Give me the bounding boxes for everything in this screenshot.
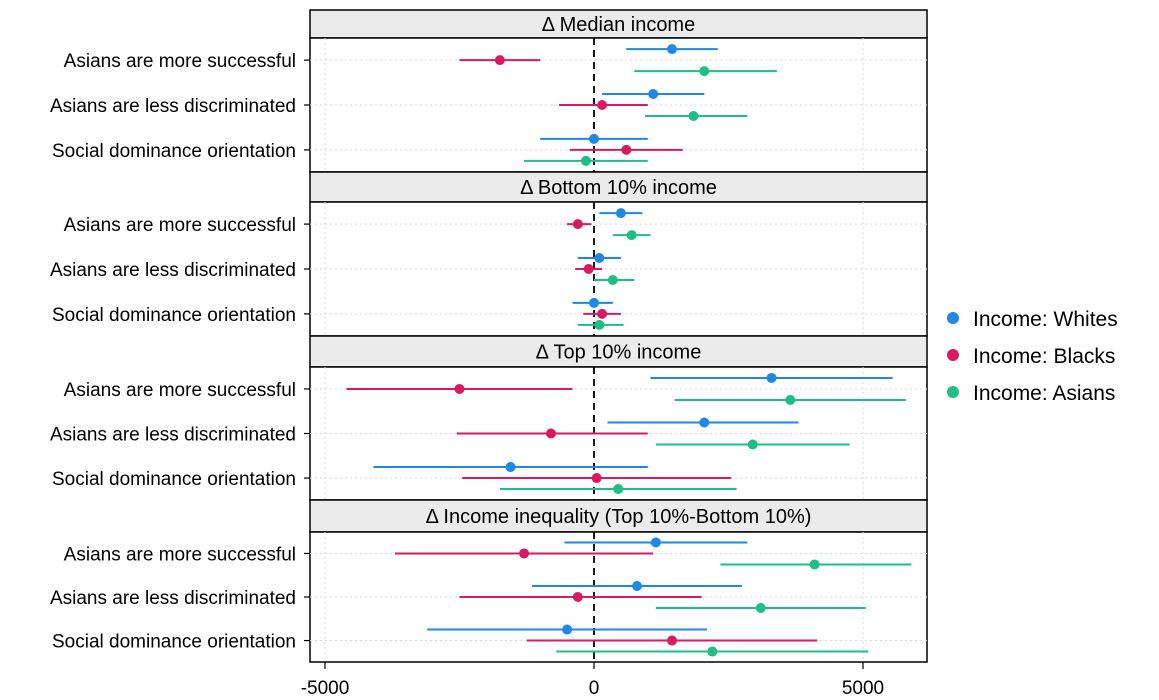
- legend-label: Income: Blacks: [973, 345, 1115, 368]
- x-tick-label: -5000: [301, 678, 350, 699]
- point-estimate: [809, 559, 820, 570]
- legend-marker: [947, 312, 959, 324]
- point-estimate: [454, 383, 465, 394]
- point-estimate: [580, 155, 591, 166]
- point-estimate: [613, 484, 624, 495]
- point-estimate: [594, 319, 605, 330]
- point-estimate: [667, 635, 678, 646]
- point-estimate: [650, 537, 661, 548]
- panel-frame: [309, 201, 928, 337]
- row-label: Asians are more successful: [64, 215, 296, 236]
- row-label: Asians are less discriminated: [50, 425, 296, 446]
- row-label: Asians are less discriminated: [50, 260, 296, 281]
- panel-title: Δ Bottom 10% income: [520, 177, 717, 199]
- legend-label: Income: Asians: [973, 382, 1115, 405]
- point-estimate: [667, 44, 678, 55]
- point-estimate: [597, 100, 608, 110]
- panel-title: Δ Median income: [542, 14, 695, 36]
- panel-4: Δ Income inequality (Top 10%-Bottom 10%)…: [50, 499, 928, 663]
- point-estimate: [699, 66, 710, 77]
- panel-header: [309, 171, 928, 203]
- row-label: Asians are more successful: [64, 380, 296, 401]
- point-estimate: [747, 439, 758, 450]
- row-label: Asians are more successful: [64, 51, 296, 72]
- point-estimate: [519, 548, 530, 559]
- point-estimate: [615, 208, 626, 219]
- point-estimate: [597, 308, 608, 319]
- panel-title: Δ Income inequality (Top 10%-Bottom 10%): [426, 506, 812, 528]
- point-estimate: [583, 264, 594, 274]
- point-estimate: [572, 592, 583, 602]
- panel-title: Δ Top 10% income: [536, 342, 702, 364]
- point-estimate: [589, 297, 599, 308]
- point-estimate: [591, 473, 602, 484]
- point-estimate: [755, 603, 766, 613]
- point-estimate: [562, 624, 573, 635]
- row-label: Asians are less discriminated: [50, 96, 296, 117]
- point-estimate: [545, 428, 556, 439]
- point-estimate: [785, 394, 796, 405]
- point-estimate: [626, 230, 637, 241]
- x-tick-label: 0: [589, 678, 600, 699]
- legend-marker: [947, 386, 959, 398]
- point-estimate: [594, 253, 605, 263]
- row-label: Social dominance orientation: [52, 305, 296, 326]
- point-estimate: [589, 133, 599, 144]
- point-estimate: [607, 275, 618, 285]
- point-estimate: [632, 581, 643, 591]
- point-estimate: [505, 462, 516, 473]
- row-label: Asians are less discriminated: [50, 588, 296, 609]
- legend-label: Income: Whites: [973, 308, 1118, 331]
- point-estimate: [494, 55, 505, 66]
- point-estimate: [648, 89, 659, 99]
- legend: Income: Whites Income: Blacks Income: Asia…: [947, 308, 1118, 405]
- panel-3: Δ Top 10% income Asians are more successf…: [50, 335, 928, 501]
- panel-1: Δ Median income Asians are more successfu…: [50, 9, 928, 173]
- row-label: Social dominance orientation: [52, 141, 296, 162]
- row-label: Social dominance orientation: [52, 632, 296, 653]
- legend-marker: [947, 349, 959, 361]
- panel-2: Δ Bottom 10% income Asians are more succe…: [50, 171, 928, 337]
- row-label: Social dominance orientation: [52, 469, 296, 490]
- point-estimate: [572, 219, 583, 230]
- point-estimate: [688, 111, 699, 121]
- point-estimate: [766, 372, 777, 383]
- panel-header: [309, 499, 928, 533]
- point-estimate: [707, 646, 718, 657]
- panel-header: [309, 9, 928, 39]
- row-label: Asians are more successful: [64, 544, 296, 565]
- x-tick-label: 5000: [842, 678, 884, 699]
- point-estimate: [621, 144, 632, 155]
- point-estimate: [699, 417, 710, 428]
